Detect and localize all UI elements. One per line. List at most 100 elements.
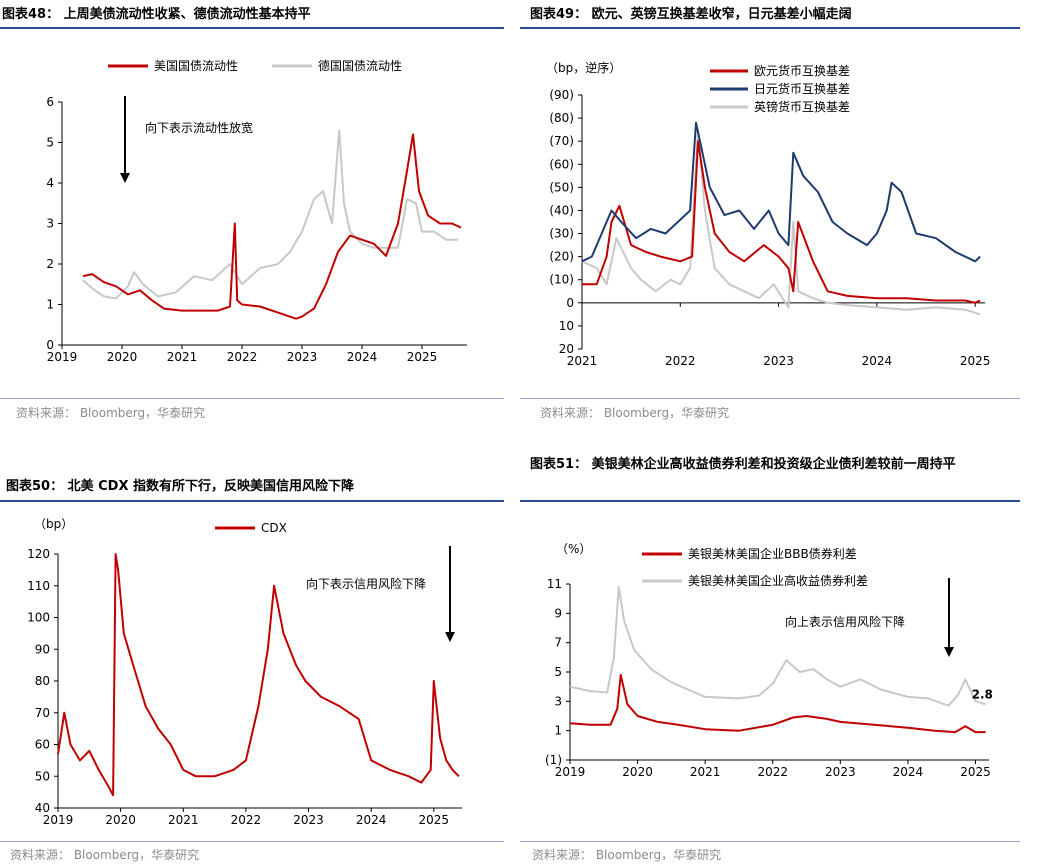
series-line-2 (581, 121, 981, 263)
y-tick-label: 110 (27, 579, 50, 593)
x-tick-label: 2020 (105, 813, 136, 827)
y-tick-label: 5 (554, 665, 562, 679)
panel-3-title: 图表50： 北美 CDX 指数有所下行，反映美国信用风险下降 (6, 479, 355, 494)
x-tick-label: 2025 (960, 765, 991, 779)
annotation-text: 向下表示流动性放宽 (145, 120, 253, 135)
panel-1-title: 图表48： 上周美债流动性收紧、德债流动性基本持平 (2, 7, 311, 22)
y-tick-label: 80 (35, 674, 50, 688)
y-tick-label: (80) (549, 111, 574, 125)
annotation-arrowhead (120, 173, 130, 183)
x-tick-label: 2025 (419, 813, 450, 827)
series-line-2 (82, 129, 458, 300)
x-tick-label: 2023 (763, 354, 794, 368)
x-tick-label: 2019 (555, 765, 586, 779)
x-tick-label: 2022 (231, 813, 262, 827)
y-tick-label: 40 (35, 801, 50, 815)
chart-credit-spreads: (1) 1 3 5 7 9 11 2019 2020 2021 2022 2023 2024 2025 （%… (545, 542, 993, 779)
y-tick-label: 70 (35, 706, 50, 720)
y-tick-label: (20) (549, 250, 574, 264)
y-tick-label: 90 (35, 642, 50, 656)
x-tick-label: 2024 (893, 765, 924, 779)
y-tick-label: 20 (559, 342, 574, 356)
y-tick-label: (30) (549, 227, 574, 241)
y-axis-label: （bp，逆序） (546, 60, 621, 75)
x-tick-label: 2022 (227, 350, 258, 364)
panel-3-source: 资料来源： Bloomberg，华泰研究 (10, 848, 200, 862)
series-line-1 (569, 673, 986, 734)
y-tick-label: (40) (549, 203, 574, 217)
y-tick-label: 4 (46, 176, 54, 190)
x-tick-label: 2022 (665, 354, 696, 368)
y-tick-label: 5 (46, 136, 54, 150)
y-tick-label: (1) (545, 753, 562, 767)
legend-label-2: 德国国债流动性 (318, 58, 402, 73)
y-tick-label: 1 (554, 724, 562, 738)
y-tick-label: 2 (46, 257, 54, 271)
y-axis-label: （%） (556, 542, 591, 556)
y-tick-label: 3 (554, 694, 562, 708)
legend-label-1: CDX (261, 521, 287, 535)
panel-4-source-rule (520, 841, 1020, 842)
y-tick-label: 3 (46, 217, 54, 231)
y-tick-label: (70) (549, 134, 574, 148)
x-tick-label: 2021 (167, 350, 198, 364)
panel-2-source: 资料来源： Bloomberg，华泰研究 (540, 406, 730, 420)
annotation-arrowhead (944, 647, 954, 657)
series-line-1 (582, 140, 981, 304)
x-tick-label: 2024 (862, 354, 893, 368)
x-tick-label: 2023 (825, 765, 856, 779)
y-tick-label: 100 (27, 611, 50, 625)
x-tick-label: 2023 (287, 350, 318, 364)
y-tick-label: 7 (554, 636, 562, 650)
y-tick-label: 11 (547, 577, 562, 591)
panel-1-source-rule (0, 398, 504, 399)
x-tick-label: 2021 (168, 813, 199, 827)
x-tick-label: 2021 (567, 354, 598, 368)
y-tick-label: 9 (554, 606, 562, 620)
panel-4-title-rule (520, 500, 1020, 502)
series-line-1 (82, 133, 462, 320)
legend-label-1: 美国国债流动性 (154, 59, 238, 73)
x-tick-label: 2024 (347, 350, 378, 364)
y-axis-label: （bp） (34, 517, 73, 531)
y-tick-label: 6 (46, 95, 54, 109)
panel-2-source-rule (520, 398, 1020, 399)
chart-us-de-liquidity: 0 1 2 3 4 5 6 2019 2020 2021 2022 2023 2024 2025 美国国债流… (46, 58, 467, 364)
y-tick-label: (90) (549, 88, 574, 102)
x-tick-label: 2019 (47, 350, 78, 364)
series-line-1 (57, 553, 460, 797)
legend-label-3: 英镑货币互换基差 (754, 99, 850, 114)
x-tick-label: 2023 (293, 813, 324, 827)
panel-3-source-rule (0, 841, 504, 842)
x-tick-label: 2025 (407, 350, 438, 364)
panel-2-title: 图表49： 欧元、英镑互换基差收窄，日元基差小幅走阔 (530, 7, 852, 22)
y-tick-label: (50) (549, 180, 574, 194)
x-tick-label: 2020 (107, 350, 138, 364)
legend-label-1: 美银美林美国企业BBB债券利差 (688, 546, 857, 561)
panel-4-title: 图表51： 美银美林企业高收益债券利差和投资级企业债利差较前一周持平 (530, 457, 956, 472)
chart-swap-basis: (90) (80) (70) (60) (50) (40) (30) (20) (10) 0 10 2… (546, 60, 991, 368)
y-tick-label: 60 (35, 738, 50, 752)
panel-3-title-rule (0, 500, 504, 502)
y-tick-label: 120 (27, 547, 50, 561)
y-tick-label: 50 (35, 769, 50, 783)
x-tick-label: 2022 (757, 765, 788, 779)
panel-4-source: 资料来源： Bloomberg，华泰研究 (532, 848, 722, 862)
data-label-last: 2.8 (972, 687, 993, 701)
annotation-text: 向上表示信用风险下降 (785, 614, 905, 629)
y-tick-label: 1 (46, 298, 54, 312)
annotation-arrowhead (445, 632, 455, 642)
x-tick-label: 2024 (356, 813, 387, 827)
y-tick-label: (60) (549, 157, 574, 171)
panel-1-title-rule (0, 27, 504, 29)
chart-cdx: 40 50 60 70 80 90 100 110 120 2019 2020 2021 2022 202… (27, 517, 462, 827)
x-tick-label: 2025 (960, 354, 991, 368)
x-tick-label: 2020 (622, 765, 653, 779)
series-line-3 (581, 128, 981, 316)
panel-1-source: 资料来源： Bloomberg，华泰研究 (16, 406, 206, 420)
y-tick-label: 0 (566, 296, 574, 310)
x-tick-label: 2021 (690, 765, 721, 779)
annotation-text: 向下表示信用风险下降 (306, 576, 426, 591)
series-line-2 (569, 585, 986, 707)
x-tick-label: 2019 (43, 813, 74, 827)
